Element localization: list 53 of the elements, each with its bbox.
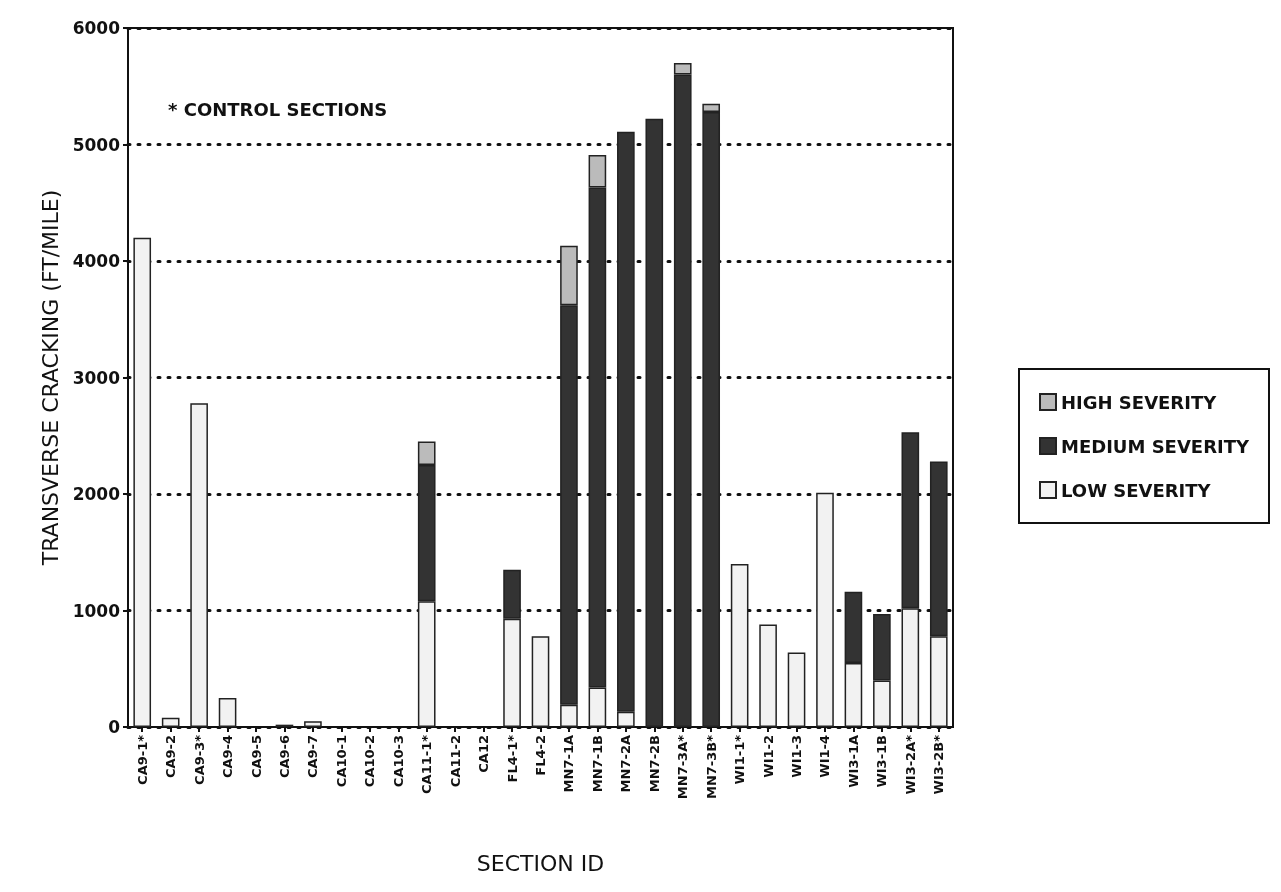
bar (645, 118, 664, 727)
bar (759, 624, 777, 727)
x-tick-label: CA9-7 (305, 735, 321, 779)
x-tick-label: FL4-1* (504, 734, 520, 783)
x-tick-label: CA9-1* (134, 734, 150, 785)
legend-label: MEDIUM SEVERITY (1061, 435, 1250, 457)
x-tick-label: WI1-2 (760, 735, 776, 778)
x-tick-label: WI1-3 (789, 735, 805, 778)
y-tick-label: 1000 (72, 600, 121, 621)
bar (816, 492, 834, 727)
y-tick-label: 5000 (72, 134, 121, 155)
x-tick-label: MN7-3A* (675, 734, 691, 800)
x-tick-label: CA9-3* (191, 734, 207, 785)
x-tick-label: WI3-2A* (902, 734, 918, 795)
x-tick-label: CA10-2 (362, 735, 378, 788)
annotation: * CONTROL SECTIONS (168, 98, 388, 120)
legend-label: HIGH SEVERITY (1061, 391, 1218, 413)
x-axis-title: SECTION ID (476, 850, 605, 876)
bar (161, 717, 180, 727)
y-tick-label: 0 (108, 717, 121, 737)
bar (304, 721, 322, 727)
x-tick-label: CA9-4 (220, 735, 236, 779)
x-tick-label: CA11-2 (447, 735, 463, 788)
y-tick-label: 2000 (72, 484, 121, 504)
bar (218, 697, 237, 727)
y-tick-label: 4000 (72, 251, 121, 271)
x-tick-label: WI3-1A (845, 735, 861, 788)
x-tick-label: MN7-1A (561, 735, 577, 793)
y-tick-label: 3000 (72, 367, 121, 388)
x-tick-label: CA9-5 (248, 735, 264, 779)
x-tick-label: CA9-2 (163, 735, 179, 779)
x-tick-label: CA10-1 (333, 735, 349, 788)
x-tick-label: MN7-1B (589, 735, 605, 793)
x-tick-label: CA12 (476, 735, 492, 773)
y-axis-title: TRANSVERSE CRACKING (FT/MILE) (38, 189, 64, 567)
bar (730, 563, 749, 727)
x-tick-label: MN7-2A (618, 735, 634, 793)
bar (531, 636, 550, 727)
x-tick-label: FL4-2 (533, 735, 548, 776)
x-tick-label: WI1-4 (817, 735, 833, 778)
x-tick-label: CA10-3 (390, 735, 406, 788)
x-tick-label: WI3-1B (874, 735, 890, 788)
x-tick-label: MN7-2B (646, 735, 662, 793)
bar (133, 237, 152, 727)
y-tick-label: 6000 (72, 18, 121, 38)
x-tick-label: MN7-3B* (703, 734, 719, 800)
x-tick-label: WI1-1* (732, 734, 748, 785)
bar (190, 403, 208, 727)
bar (787, 652, 806, 727)
x-tick-label: CA9-6 (276, 735, 292, 779)
x-tick-label: CA11-1* (419, 734, 435, 794)
x-tick-label: WI3-2B* (931, 734, 947, 795)
legend-label: LOW SEVERITY (1061, 479, 1212, 501)
